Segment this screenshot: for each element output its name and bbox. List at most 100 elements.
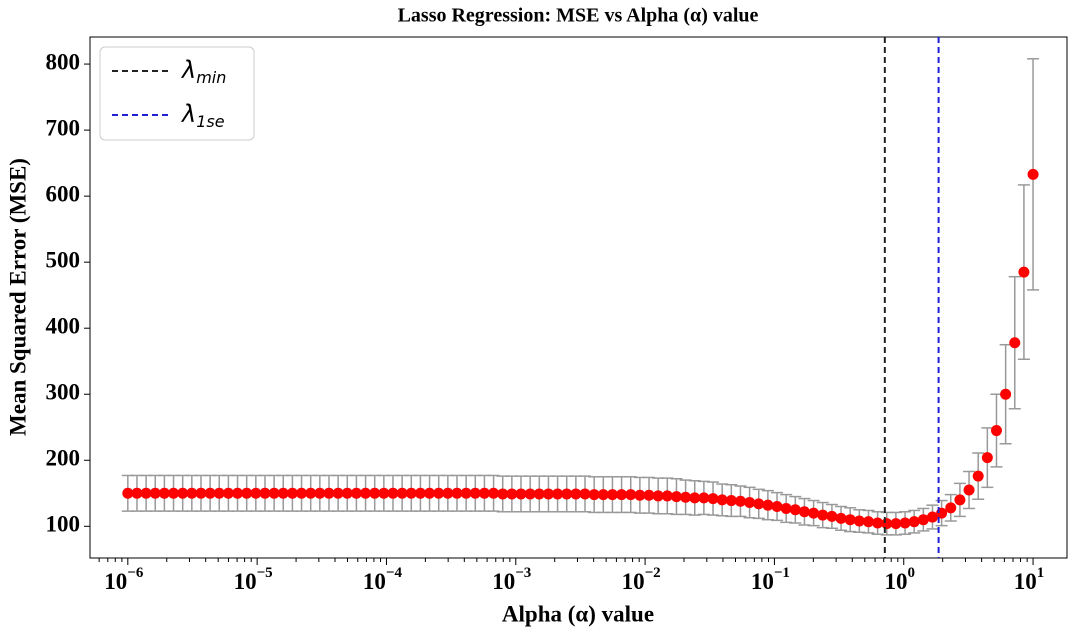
y-tick-label: 500 (46, 247, 81, 272)
data-point (734, 495, 746, 507)
data-point (707, 493, 719, 505)
data-point (579, 488, 591, 500)
data-point (689, 492, 701, 504)
data-point (661, 490, 673, 502)
x-tick-exponent: 0 (907, 565, 915, 581)
legend-symbol: λ (180, 100, 196, 128)
data-point (835, 512, 847, 524)
y-tick-label: 200 (46, 446, 81, 471)
data-point (515, 488, 527, 500)
data-point (926, 511, 938, 523)
x-tick-base: 10 (492, 569, 515, 594)
data-point (396, 487, 408, 499)
data-point (780, 502, 792, 514)
data-point (698, 492, 710, 504)
data-point (524, 488, 536, 500)
data-point (177, 487, 189, 499)
x-tick-base: 10 (104, 569, 127, 594)
data-point (762, 499, 774, 511)
data-point (853, 515, 865, 527)
data-point (570, 488, 582, 500)
data-point (158, 487, 170, 499)
data-point (625, 489, 637, 501)
data-point (360, 487, 372, 499)
x-tick-label: 101 (1014, 565, 1045, 594)
legend-label: λ1se (180, 100, 225, 131)
data-point (414, 487, 426, 499)
data-point (204, 487, 216, 499)
legend-symbol: λ (180, 56, 196, 84)
legend-subscript: min (196, 68, 226, 87)
data-point (945, 502, 957, 514)
data-point (424, 487, 436, 499)
data-point (981, 452, 993, 464)
y-tick-label: 400 (46, 313, 81, 338)
data-point (917, 514, 929, 526)
data-point (670, 491, 682, 503)
data-point (506, 488, 518, 500)
data-point (460, 487, 472, 499)
data-point (341, 487, 353, 499)
data-point (817, 509, 829, 521)
data-point (323, 487, 335, 499)
data-point (771, 500, 783, 512)
data-point (643, 489, 655, 501)
y-tick-label: 700 (46, 115, 81, 140)
data-point (972, 470, 984, 482)
x-tick-base: 10 (622, 569, 645, 594)
data-point (195, 487, 207, 499)
data-point (716, 494, 728, 506)
data-point (725, 495, 737, 507)
data-point (286, 487, 298, 499)
data-point (140, 487, 152, 499)
y-axis-label: Mean Squared Error (MSE) (5, 158, 30, 436)
data-point (433, 487, 445, 499)
data-point (250, 487, 262, 499)
data-point (890, 518, 902, 530)
data-point (899, 517, 911, 529)
data-point (588, 489, 600, 501)
data-point (268, 487, 280, 499)
data-point (954, 494, 966, 506)
data-point (652, 490, 664, 502)
data-point (533, 488, 545, 500)
data-point (1018, 266, 1030, 278)
data-point (122, 487, 134, 499)
data-point (277, 487, 289, 499)
legend-subscript: 1se (196, 112, 225, 131)
x-tick-exponent: −6 (127, 565, 144, 581)
x-axis-label: Alpha (α) value (502, 601, 654, 626)
data-point (186, 487, 198, 499)
data-point (552, 488, 564, 500)
x-tick-label: 10−1 (751, 565, 790, 594)
data-point (222, 487, 234, 499)
chart-title: Lasso Regression: MSE vs Alpha (α) value (398, 5, 759, 27)
plot-frame (89, 36, 1068, 559)
x-tick-exponent: −1 (774, 565, 790, 581)
y-tick-label: 300 (46, 380, 81, 405)
data-point (908, 516, 920, 528)
data-point (168, 487, 180, 499)
x-tick-base: 10 (234, 569, 257, 594)
data-point (451, 487, 463, 499)
data-point (753, 498, 765, 510)
y-tick-label: 100 (46, 512, 81, 537)
x-tick-exponent: −2 (645, 565, 661, 581)
x-tick-base: 10 (363, 569, 386, 594)
x-tick-label: 10−3 (492, 565, 531, 594)
data-point (478, 487, 490, 499)
data-point (149, 487, 161, 499)
data-point (990, 425, 1002, 437)
x-tick-exponent: −5 (257, 565, 273, 581)
legend-box (99, 46, 255, 141)
data-point (798, 506, 810, 518)
data-point (1009, 337, 1021, 349)
data-point (744, 497, 756, 509)
data-point (1027, 168, 1039, 180)
data-point (616, 489, 628, 501)
data-point (241, 487, 253, 499)
x-tick-label: 10−6 (104, 565, 144, 594)
x-tick-exponent: −3 (515, 565, 531, 581)
data-point (314, 487, 326, 499)
